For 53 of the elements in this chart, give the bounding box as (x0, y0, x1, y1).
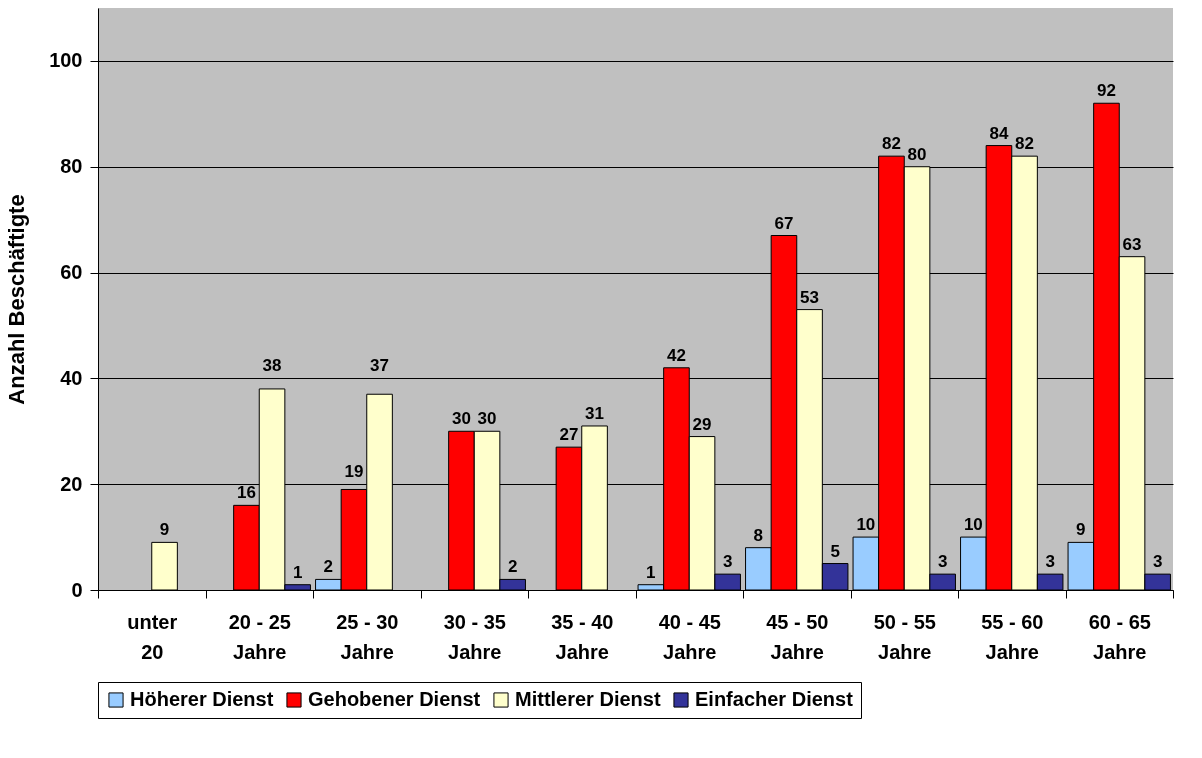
y-axis-title: Anzahl Beschäftigte (4, 194, 30, 405)
x-tick-label: unter 20 (127, 610, 178, 663)
data-label: 82 (1015, 134, 1035, 154)
data-label: 9 (159, 520, 170, 540)
data-label: 3 (1045, 552, 1055, 572)
data-label: 27 (559, 425, 579, 445)
data-label: 1 (646, 562, 656, 582)
data-label: 8 (753, 525, 764, 545)
x-tick-label: 45 - 50 Jahre (766, 610, 829, 663)
legend-label: Einfacher Dienst (695, 688, 854, 710)
x-tick-label: 20 - 25 Jahre (228, 610, 291, 663)
data-label: 29 (692, 414, 712, 434)
y-tick-label: 0 (71, 578, 83, 601)
x-tick-label: 60 - 65 Jahre (1088, 610, 1151, 663)
x-tick-label: 50 - 55 Jahre (873, 610, 936, 663)
y-tick-label: 80 (60, 155, 83, 178)
x-tick-label: 25 - 30 Jahre (336, 610, 399, 663)
data-label: 2 (323, 557, 334, 577)
x-tick-label: 55 - 60 Jahre (981, 610, 1044, 663)
data-label: 2 (507, 557, 518, 577)
legend-label: Gehobener Dienst (308, 688, 481, 710)
data-label: 30 (477, 409, 497, 429)
data-label: 42 (666, 345, 686, 365)
data-label: 31 (585, 403, 605, 423)
x-tick-label: 35 - 40 Jahre (551, 610, 614, 663)
data-label: 3 (937, 552, 948, 572)
legend-label: Mittlerer Dienst (515, 688, 661, 710)
data-label: 16 (236, 483, 256, 503)
data-label: 9 (1076, 520, 1086, 540)
data-label: 67 (774, 213, 794, 233)
y-tick-label: 60 (60, 261, 83, 284)
data-label: 3 (1152, 552, 1163, 572)
data-label: 84 (989, 123, 1009, 143)
data-label: 1 (292, 562, 303, 582)
x-tick-label: 40 - 45 Jahre (658, 610, 721, 663)
y-tick-label: 40 (60, 366, 83, 389)
data-label: 92 (1096, 81, 1116, 101)
data-label: 80 (907, 144, 927, 164)
data-label: 82 (881, 134, 901, 154)
data-label: 3 (722, 552, 733, 572)
data-label: 5 (830, 541, 840, 561)
y-tick-label: 100 (49, 49, 83, 72)
data-label: 63 (1122, 234, 1142, 254)
data-label: 38 (262, 356, 282, 376)
data-label: 19 (344, 462, 364, 482)
data-label: 10 (856, 515, 876, 535)
legend-label: Höherer Dienst (130, 688, 274, 710)
data-label: 10 (963, 515, 983, 535)
data-label: 53 (800, 287, 820, 307)
data-label: 30 (451, 409, 471, 429)
y-tick-label: 20 (60, 472, 83, 495)
data-label: 37 (370, 356, 390, 376)
x-tick-label: 30 - 35 Jahre (443, 610, 506, 663)
